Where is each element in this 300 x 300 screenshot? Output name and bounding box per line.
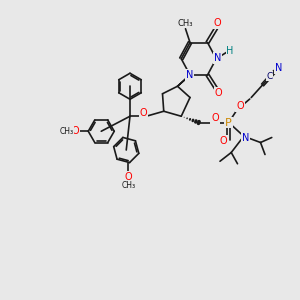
Text: O: O xyxy=(236,101,244,111)
Text: CH₃: CH₃ xyxy=(60,127,74,136)
Text: CH₃: CH₃ xyxy=(121,181,135,190)
Text: O: O xyxy=(215,88,223,98)
Text: N: N xyxy=(186,70,193,80)
Polygon shape xyxy=(178,74,191,86)
Text: H: H xyxy=(226,46,234,56)
Text: O: O xyxy=(140,107,148,118)
Text: N: N xyxy=(275,63,282,73)
Text: C: C xyxy=(266,72,273,81)
Text: O: O xyxy=(71,126,79,136)
Text: O: O xyxy=(214,19,221,28)
Text: CH₃: CH₃ xyxy=(178,19,193,28)
Text: O: O xyxy=(211,113,219,123)
Text: N: N xyxy=(242,133,249,143)
Text: O: O xyxy=(219,136,227,146)
Text: N: N xyxy=(214,53,221,63)
Text: O: O xyxy=(124,172,132,182)
Text: P: P xyxy=(225,118,232,128)
